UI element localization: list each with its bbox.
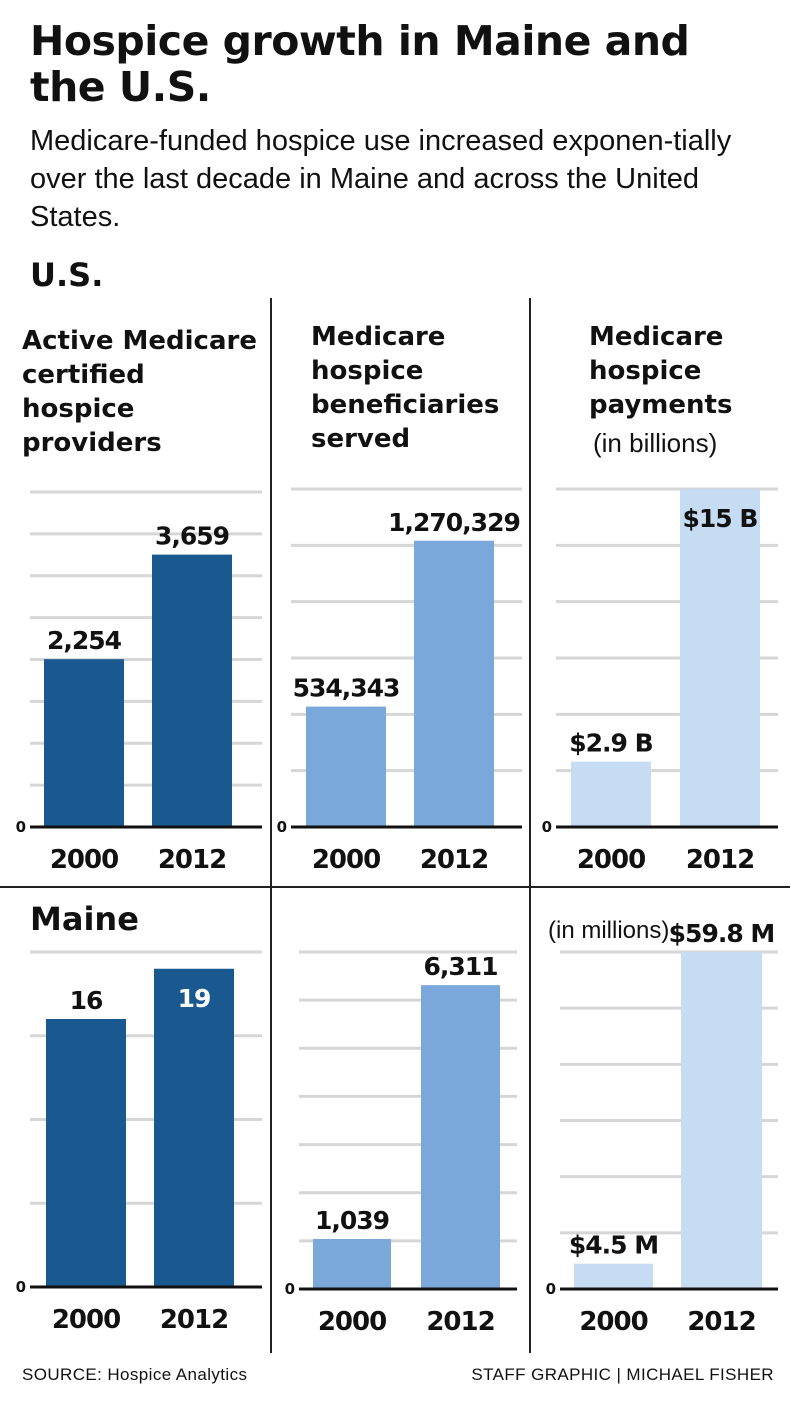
y-tick-label: 0: [542, 818, 552, 836]
source-credit: SOURCE: Hospice Analytics: [22, 1365, 247, 1385]
bar: [421, 985, 500, 1289]
x-tick-label: 2012: [686, 845, 754, 875]
x-tick-label: 2000: [312, 845, 380, 875]
x-tick-label: 2000: [318, 1307, 386, 1337]
x-tick-label: 2000: [577, 845, 645, 875]
y-tick-label: 0: [16, 818, 26, 836]
bar-value-label: $4.5 M: [569, 1231, 658, 1260]
x-tick-label: 2012: [687, 1307, 755, 1337]
bar: [152, 555, 232, 827]
staff-credit: STAFF GRAPHIC | MICHAEL FISHER: [471, 1365, 774, 1385]
bar: [46, 1019, 126, 1287]
bar-value-label: 1,039: [315, 1206, 389, 1235]
bar-value-label: $15 B: [683, 504, 758, 533]
bar: [681, 952, 762, 1289]
x-tick-label: 2000: [52, 1305, 120, 1335]
bar: [313, 1239, 391, 1289]
bar-value-label: 2,254: [47, 626, 122, 655]
bar-value-label: 534,343: [293, 674, 400, 703]
bar-value-label: 3,659: [155, 522, 229, 551]
x-tick-label: 2012: [160, 1305, 228, 1335]
bar: [154, 969, 234, 1287]
x-tick-label: 2000: [50, 845, 118, 875]
y-tick-label: 0: [285, 1280, 295, 1298]
bar-value-label: 1,270,329: [388, 508, 520, 537]
bar: [414, 541, 494, 827]
bar-charts: 2,254 2000 3,659 2012 0 534,343 2000 1,270,329 2…: [0, 0, 798, 1412]
bar: [44, 659, 124, 827]
bar-value-label: 16: [70, 986, 103, 1015]
bar-value-label: 19: [178, 984, 211, 1013]
bar: [571, 762, 651, 827]
y-tick-label: 0: [16, 1278, 26, 1296]
x-tick-label: 2012: [420, 845, 488, 875]
y-tick-label: 0: [277, 818, 287, 836]
bar: [680, 489, 760, 827]
bar-value-label: 6,311: [423, 952, 497, 981]
bar: [574, 1264, 653, 1289]
bar: [306, 707, 386, 827]
bar-value-label: $2.9 B: [569, 729, 652, 758]
x-tick-label: 2012: [426, 1307, 494, 1337]
x-tick-label: 2000: [579, 1307, 647, 1337]
y-tick-label: 0: [546, 1280, 556, 1298]
bar-value-label: $59.8 M: [669, 919, 775, 948]
x-tick-label: 2012: [158, 845, 226, 875]
